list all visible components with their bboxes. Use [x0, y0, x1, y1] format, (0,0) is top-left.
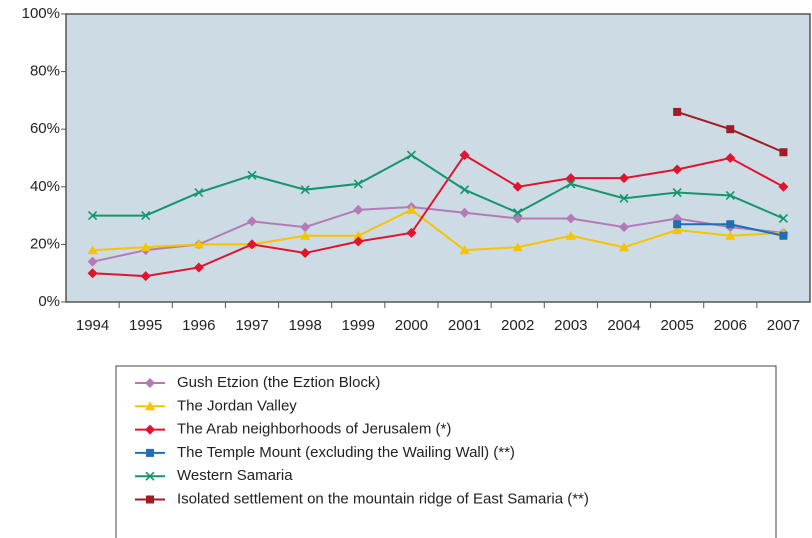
- x-tick-label: 2000: [395, 317, 428, 334]
- marker: [460, 185, 470, 195]
- series-line: [92, 153, 784, 278]
- marker: [566, 179, 576, 189]
- marker: [512, 242, 523, 252]
- marker: [87, 256, 98, 267]
- marker: [300, 222, 311, 233]
- marker: [193, 262, 204, 273]
- legend-label: Gush Etzion (the Eztion Block): [177, 374, 380, 391]
- legend-marker: [146, 448, 154, 457]
- marker: [778, 213, 788, 224]
- marker: [725, 153, 736, 163]
- legend-marker: [146, 495, 154, 504]
- marker: [726, 220, 735, 229]
- marker: [779, 231, 788, 240]
- legend-label: Isolated settlement on the mountain ridg…: [177, 490, 589, 507]
- marker: [619, 193, 629, 203]
- marker: [672, 187, 682, 198]
- x-tick-label: 1998: [288, 317, 321, 334]
- marker: [300, 230, 311, 240]
- x-tick-label: 1999: [342, 317, 375, 334]
- marker: [88, 211, 98, 221]
- marker: [141, 211, 151, 221]
- marker: [725, 190, 735, 201]
- y-tick-label: 60%: [30, 120, 60, 137]
- marker: [247, 216, 257, 227]
- marker: [619, 242, 629, 252]
- y-tick-label: 80%: [30, 63, 60, 80]
- series-line: [92, 208, 784, 252]
- marker: [353, 179, 363, 189]
- legend-marker: [145, 401, 155, 411]
- marker: [459, 207, 470, 218]
- x-tick-label: 2003: [554, 317, 587, 334]
- marker: [779, 148, 788, 157]
- marker: [672, 225, 683, 234]
- y-tick-label: 20%: [30, 235, 60, 252]
- marker: [87, 245, 98, 255]
- marker: [406, 227, 417, 238]
- x-tick-label: 2005: [660, 317, 693, 334]
- x-tick-label: 2006: [714, 317, 747, 334]
- marker: [565, 230, 576, 240]
- marker: [353, 236, 364, 247]
- marker: [406, 204, 417, 214]
- x-tick-label: 2004: [607, 317, 640, 334]
- marker: [140, 271, 151, 282]
- legend-label: The Arab neighborhoods of Jerusalem (*): [177, 421, 451, 438]
- legend-label: Western Samaria: [177, 467, 293, 484]
- marker: [619, 173, 629, 184]
- marker: [406, 150, 416, 160]
- marker: [140, 242, 151, 252]
- x-tick-label: 1995: [129, 317, 162, 334]
- marker: [673, 220, 682, 229]
- x-tick-label: 1997: [235, 317, 268, 334]
- marker: [353, 230, 364, 240]
- marker: [513, 208, 523, 218]
- marker: [673, 107, 682, 116]
- y-tick-label: 40%: [30, 178, 60, 195]
- x-tick-label: 1996: [182, 317, 215, 334]
- marker: [512, 181, 523, 192]
- marker: [725, 230, 736, 240]
- marker: [619, 222, 629, 233]
- marker: [247, 170, 257, 180]
- marker: [193, 239, 204, 249]
- marker: [459, 150, 470, 161]
- marker: [300, 248, 311, 259]
- series-line: [92, 205, 784, 263]
- legend-label: The Jordan Valley: [177, 397, 297, 414]
- marker: [726, 125, 735, 134]
- legend-box: [115, 365, 777, 538]
- series-line: [92, 153, 784, 220]
- marker: [247, 239, 257, 250]
- marker: [353, 204, 364, 215]
- marker: [300, 185, 310, 195]
- marker: [672, 164, 683, 175]
- legend-marker: [145, 424, 155, 435]
- x-tick-label: 2007: [767, 317, 800, 334]
- x-tick-label: 2001: [448, 317, 481, 334]
- x-tick-label: 1994: [76, 317, 109, 334]
- marker: [87, 268, 98, 279]
- legend-marker: [145, 471, 155, 481]
- y-tick-label: 100%: [22, 5, 60, 22]
- plot-area: [65, 13, 811, 303]
- legend-label: The Temple Mount (excluding the Wailing …: [177, 444, 515, 461]
- y-tick-label: 0%: [38, 293, 60, 310]
- marker: [565, 213, 576, 224]
- marker: [459, 245, 470, 255]
- x-tick-label: 2002: [501, 317, 534, 334]
- marker: [194, 187, 204, 198]
- legend-marker: [145, 378, 155, 388]
- marker: [778, 181, 789, 192]
